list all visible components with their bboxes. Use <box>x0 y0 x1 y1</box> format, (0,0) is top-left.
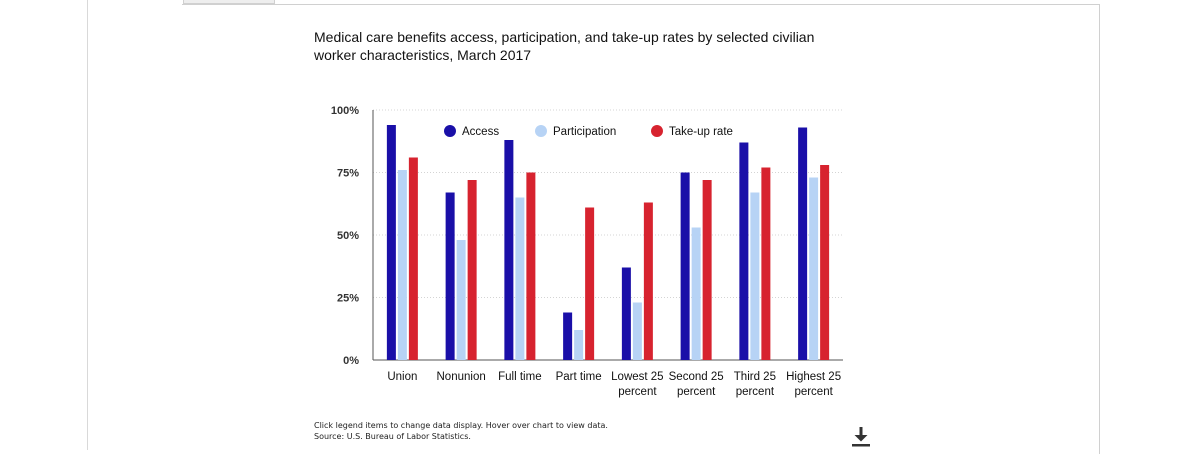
y-tick-label: 25% <box>337 293 359 305</box>
chart-instruction: Click legend items to change data displa… <box>314 421 608 430</box>
legend-item[interactable]: Access <box>462 126 499 138</box>
x-tick-label-line: Third 25 <box>734 371 776 383</box>
bar[interactable] <box>563 312 573 361</box>
bar[interactable] <box>761 167 771 361</box>
x-tick-label: Union <box>387 371 417 383</box>
bar[interactable] <box>456 240 466 360</box>
bar[interactable] <box>467 180 477 360</box>
y-tick-label: 50% <box>337 230 359 242</box>
tab-stub[interactable] <box>183 0 275 4</box>
bar[interactable] <box>702 180 712 360</box>
x-tick-label: Highest 25 percent <box>786 371 841 398</box>
bar[interactable] <box>643 202 653 361</box>
bar[interactable] <box>585 207 595 361</box>
bar[interactable] <box>739 142 749 361</box>
legend-item[interactable]: Participation <box>553 126 616 138</box>
y-tick-label: 0% <box>343 355 359 367</box>
page-divider <box>87 0 88 450</box>
bar[interactable] <box>680 172 690 361</box>
bar[interactable] <box>691 227 701 361</box>
legend-marker[interactable] <box>535 125 547 137</box>
x-tick-label-line: Second 25 <box>669 371 724 383</box>
x-tick-label: Part time <box>556 371 602 383</box>
bar[interactable] <box>408 157 418 361</box>
x-tick-label-line: Full time <box>498 371 541 383</box>
x-tick-label-line: percent <box>736 386 775 398</box>
bar[interactable] <box>515 197 525 361</box>
x-tick-label-line: Part time <box>556 371 602 383</box>
bar[interactable] <box>504 140 514 360</box>
bar[interactable] <box>526 172 536 361</box>
x-tick-label-line: Highest 25 <box>786 371 841 383</box>
legend-marker[interactable] <box>444 125 456 137</box>
x-tick-label-line: percent <box>794 386 833 398</box>
bar[interactable] <box>621 267 631 361</box>
x-tick-label-line: Nonunion <box>437 371 486 383</box>
x-tick-label: Nonunion <box>437 371 486 383</box>
x-tick-label-line: Union <box>387 371 417 383</box>
chart-panel <box>182 4 1100 454</box>
bar[interactable] <box>798 127 808 361</box>
bar[interactable] <box>574 330 584 360</box>
x-tick-label-line: percent <box>618 386 657 398</box>
x-tick-label: Third 25 percent <box>734 371 776 398</box>
bar[interactable] <box>632 302 642 361</box>
y-tick-label: 100% <box>331 105 359 117</box>
bar[interactable] <box>809 177 819 361</box>
x-tick-label: Second 25 percent <box>669 371 724 398</box>
bar[interactable] <box>750 192 760 361</box>
legend-marker[interactable] <box>651 125 663 137</box>
chart-footnotes: Click legend items to change data displa… <box>314 420 608 442</box>
x-tick-label-line: Lowest 25 <box>611 371 663 383</box>
y-tick-label: 75% <box>337 168 359 180</box>
x-tick-label: Full time <box>498 371 541 383</box>
bar[interactable] <box>445 192 455 361</box>
bar[interactable] <box>386 125 396 360</box>
bar[interactable] <box>397 170 407 360</box>
x-tick-label: Lowest 25 percent <box>611 371 663 398</box>
x-tick-label-line: percent <box>677 386 716 398</box>
chart-source: Source: U.S. Bureau of Labor Statistics. <box>314 432 471 441</box>
legend-item[interactable]: Take-up rate <box>669 126 733 138</box>
chart-title: Medical care benefits access, participat… <box>314 29 815 63</box>
download-icon[interactable] <box>849 424 873 448</box>
bar[interactable] <box>820 165 830 360</box>
